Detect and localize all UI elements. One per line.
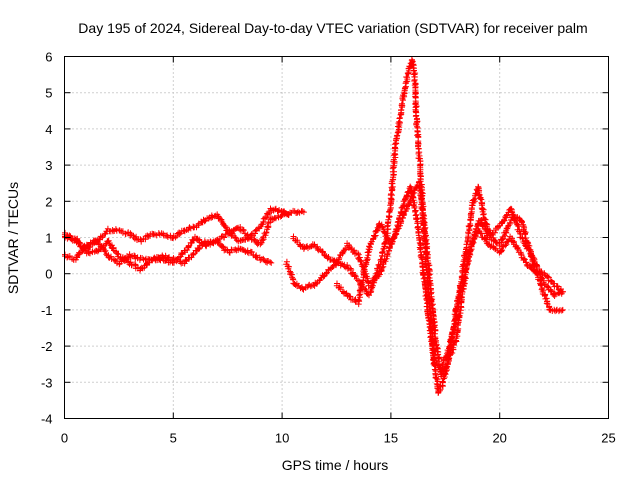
y-tick-label: 2 xyxy=(45,194,52,209)
x-tick-labels: 0 5 10 15 20 25 xyxy=(61,431,616,446)
y-tick-label: 6 xyxy=(45,50,52,65)
y-tick-label: -4 xyxy=(41,412,53,427)
y-tick-labels: -4 -3 -2 -1 0 1 2 3 4 5 6 xyxy=(41,50,53,427)
y-tick-label: 3 xyxy=(45,158,52,173)
y-tick-label: -2 xyxy=(41,339,53,354)
series-markers xyxy=(333,178,566,380)
x-tick-label: 0 xyxy=(61,431,68,446)
series-trace-f xyxy=(333,178,566,380)
x-axis-label: GPS time / hours xyxy=(282,457,389,473)
x-tick-label: 5 xyxy=(170,431,177,446)
chart-title: Day 195 of 2024, Sidereal Day-to-day VTE… xyxy=(78,20,587,36)
y-axis-label: SDTVAR / TECUs xyxy=(5,182,21,294)
x-tick-label: 20 xyxy=(492,431,506,446)
grid xyxy=(64,56,609,419)
x-tick-label: 10 xyxy=(275,431,289,446)
data-points xyxy=(61,56,566,396)
axis-ticks xyxy=(64,56,609,419)
y-tick-label: 0 xyxy=(45,267,52,282)
x-tick-label: 15 xyxy=(384,431,398,446)
y-tick-label: 1 xyxy=(45,231,52,246)
y-tick-label: 4 xyxy=(45,122,52,137)
y-tick-label: -3 xyxy=(41,375,53,390)
y-tick-label: -1 xyxy=(41,303,53,318)
x-tick-label: 25 xyxy=(601,431,615,446)
y-tick-label: 5 xyxy=(45,86,52,101)
